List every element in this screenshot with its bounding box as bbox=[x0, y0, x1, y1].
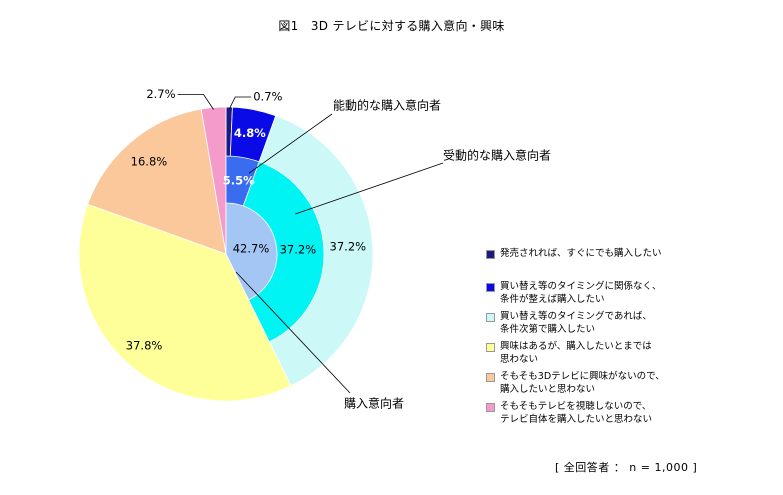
legend-item: 買い替え等のタイミングであれば、 条件次第で購入したい bbox=[486, 310, 776, 336]
legend-item: そもそもテレビを視聴しないので、 テレビ自体を購入したいと思わない bbox=[486, 400, 776, 426]
legend-item: 発売されれば、すぐにでも購入したい bbox=[486, 247, 776, 260]
outer-slice-5 bbox=[87, 108, 227, 255]
outer-slice-6 bbox=[200, 106, 227, 255]
legend-swatch bbox=[486, 343, 495, 352]
sample-size-note: [ 全回答者 ： n = 1,000 ] bbox=[555, 461, 698, 474]
value-label-42-7: 42.7% bbox=[233, 242, 270, 256]
chart-title: 図1 3D テレビに対する購入意向・興味 bbox=[278, 19, 505, 33]
legend-item: そもそも3Dテレビに興味がないので、 購入したいと思わない bbox=[486, 370, 776, 396]
callout-active-buyers: 能動的な購入意向者 bbox=[333, 98, 441, 113]
value-label-4-8: 4.8% bbox=[234, 126, 266, 140]
legend-label: そもそも3Dテレビに興味がないので、 購入したいと思わない bbox=[500, 371, 665, 395]
leader-line-0-7 bbox=[228, 96, 252, 110]
legend-item: 買い替え等のタイミングに関係なく、 条件が整えば購入したい bbox=[486, 280, 776, 306]
legend-swatch bbox=[486, 313, 495, 322]
leader-line-2-7 bbox=[177, 94, 214, 110]
callout-active-buyers-line bbox=[248, 113, 333, 174]
legend-label: 発売されれば、すぐにでも購入したい bbox=[500, 248, 662, 259]
value-label-2-7: 2.7% bbox=[146, 87, 175, 101]
legend-label: 興味はあるが、購入したいとまでは 思わない bbox=[500, 341, 652, 365]
outer-slice-4 bbox=[78, 203, 292, 402]
callout-all-buyers: 購入意向者 bbox=[344, 396, 404, 411]
legend-swatch bbox=[486, 283, 495, 292]
value-label-5-5: 5.5% bbox=[223, 174, 255, 188]
legend-label: 買い替え等のタイミングに関係なく、 条件が整えば購入したい bbox=[500, 281, 662, 305]
value-label-37-2-middle: 37.2% bbox=[280, 242, 317, 256]
legend-swatch bbox=[486, 250, 495, 259]
legend-item: 興味はあるが、購入したいとまでは 思わない bbox=[486, 340, 776, 366]
callout-passive-buyers-line bbox=[295, 162, 444, 215]
value-label-37-8: 37.8% bbox=[126, 338, 163, 352]
legend-label: 買い替え等のタイミングであれば、 条件次第で購入したい bbox=[500, 311, 652, 335]
value-label-16-8: 16.8% bbox=[131, 155, 168, 169]
value-label-0-7: 0.7% bbox=[253, 90, 282, 104]
value-label-37-2-outer: 37.2% bbox=[330, 240, 367, 254]
legend-swatch bbox=[486, 373, 495, 382]
legend: 発売されれば、すぐにでも購入したい買い替え等のタイミングに関係なく、 条件が整え… bbox=[486, 247, 776, 426]
inner-slice-1 bbox=[225, 202, 278, 301]
legend-label: そもそもテレビを視聴しないので、 テレビ自体を購入したいと思わない bbox=[500, 401, 653, 425]
callout-all-buyers-line bbox=[235, 271, 351, 394]
callout-passive-buyers: 受動的な購入意向者 bbox=[443, 148, 551, 163]
legend-swatch bbox=[486, 403, 495, 412]
